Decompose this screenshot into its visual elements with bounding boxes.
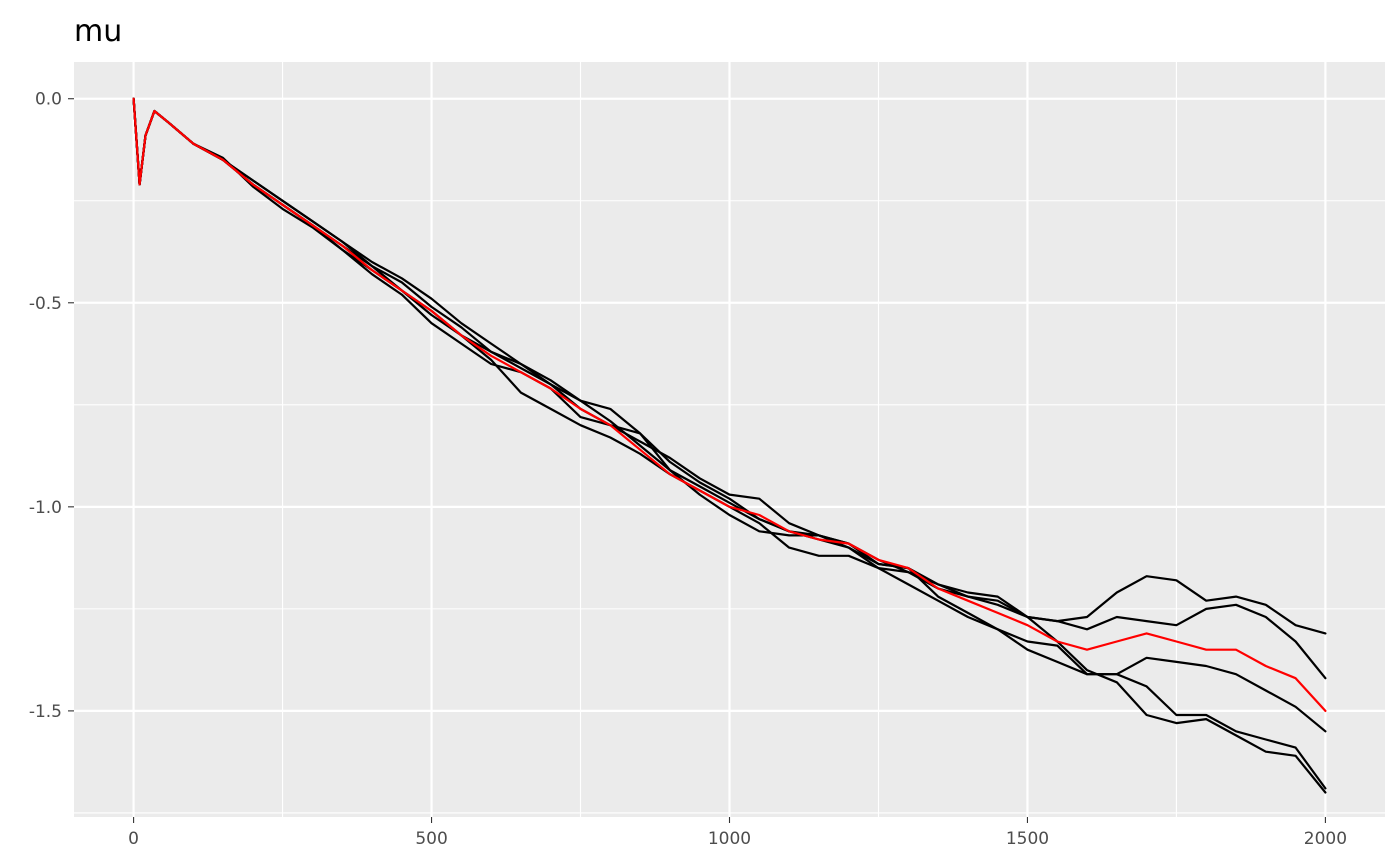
x-tick-label: 2000 — [1304, 829, 1347, 849]
x-tick-label: 1500 — [1006, 829, 1049, 849]
y-tick-label: -0.5 — [29, 294, 62, 314]
y-axis: 0.0 -0.5 -1.0 -1.5 — [29, 90, 74, 722]
y-tick-label: 0.0 — [35, 90, 62, 110]
y-tick-label: -1.0 — [29, 498, 62, 518]
x-axis: 0 500 1000 1500 2000 — [128, 817, 1347, 849]
major-gridlines — [74, 62, 1385, 817]
x-tick-label: 500 — [415, 829, 447, 849]
chart-title: mu — [74, 14, 122, 49]
series-lines — [132, 97, 1327, 794]
series-line-red — [132, 97, 1327, 712]
x-tick-label: 1000 — [708, 829, 751, 849]
y-tick-label: -1.5 — [29, 702, 62, 722]
x-tick-label: 0 — [128, 829, 139, 849]
